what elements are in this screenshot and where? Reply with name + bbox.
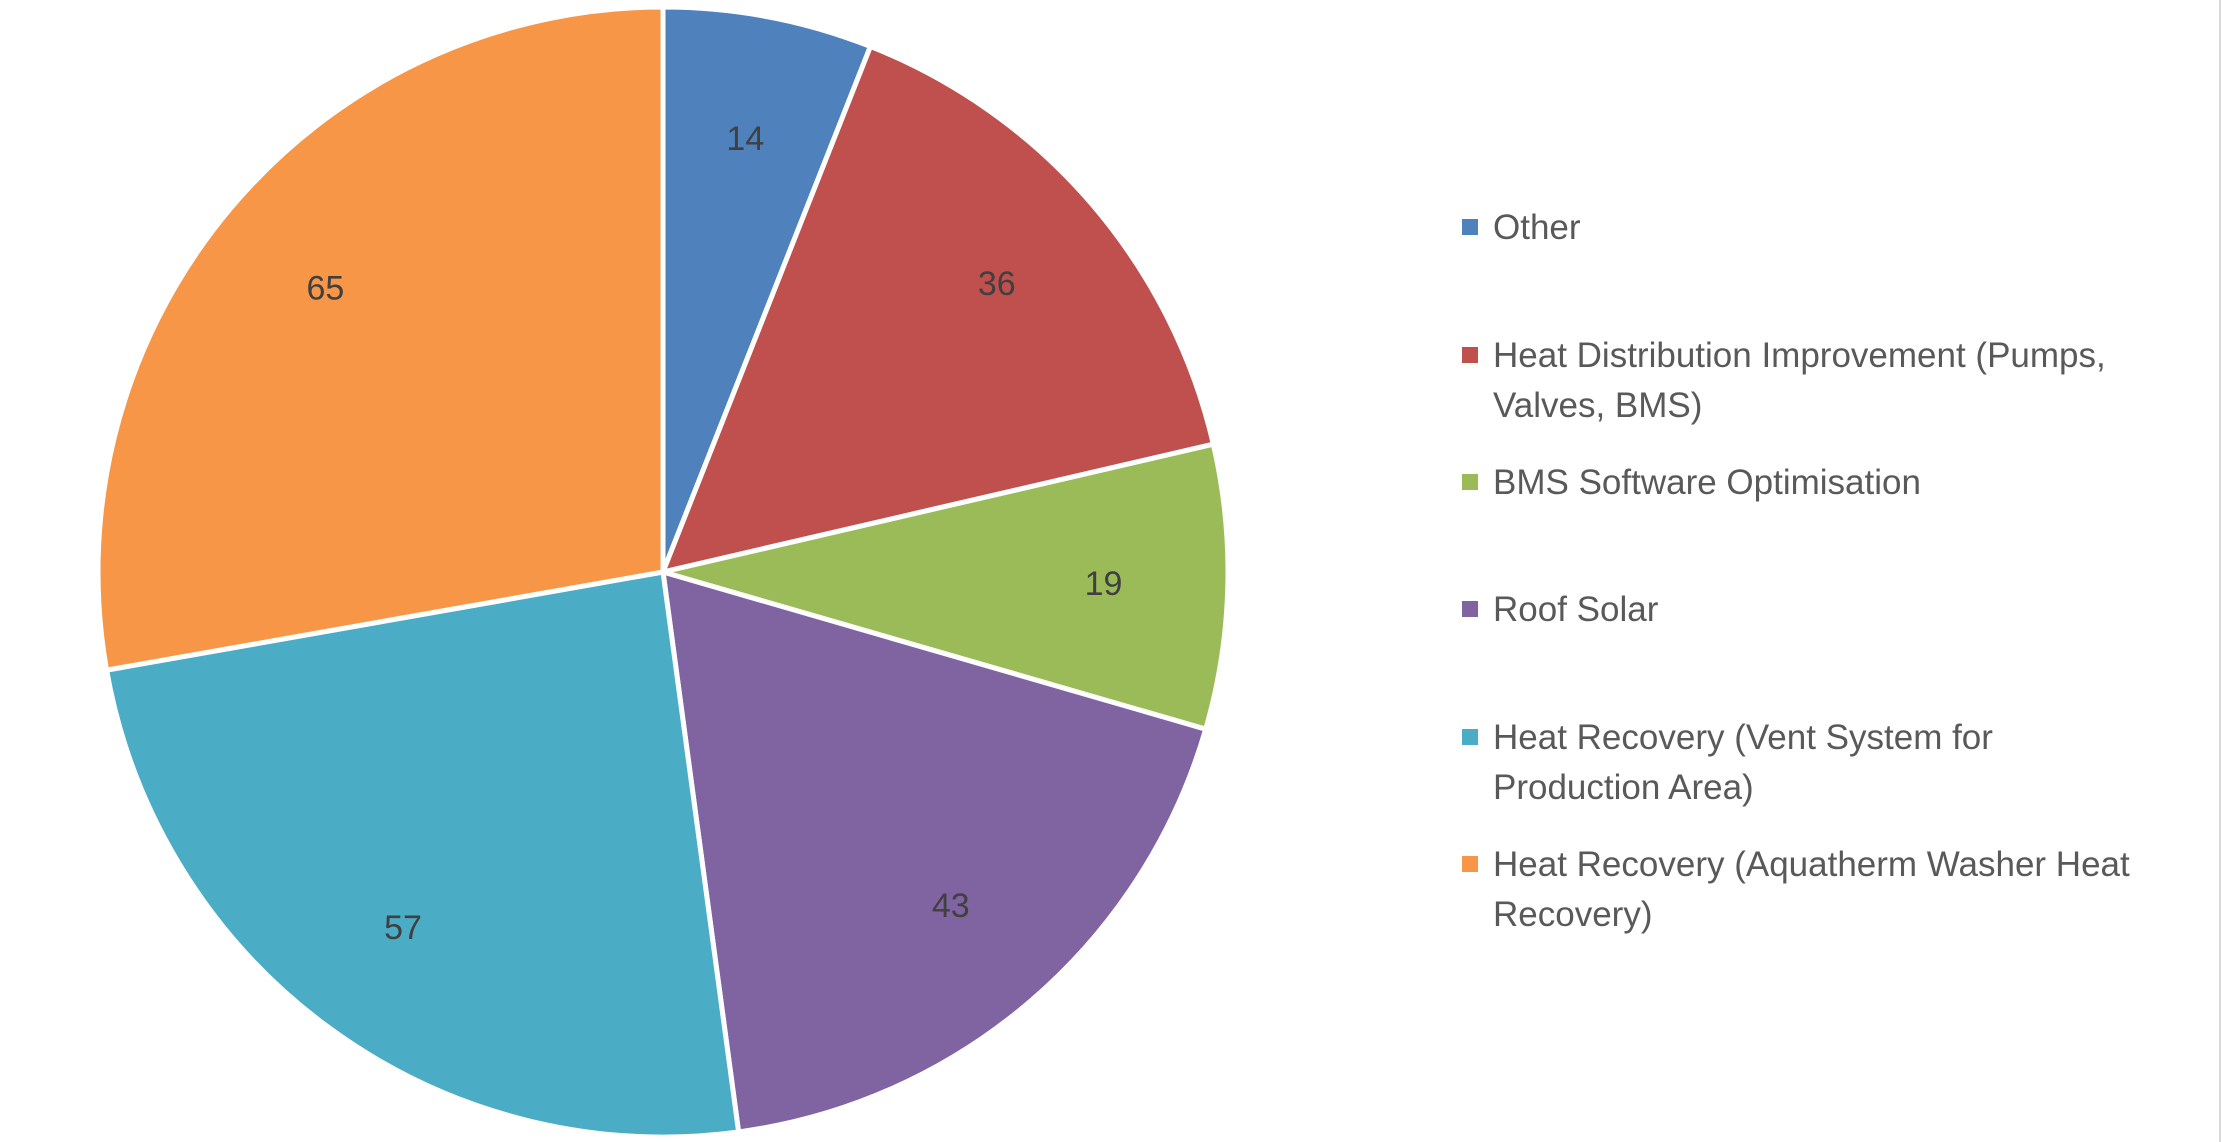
legend-label-line: Roof Solar bbox=[1493, 590, 1659, 629]
pie-data-labels: 14 36 19 43 57 65 bbox=[306, 120, 1122, 947]
legend-swatch bbox=[1462, 347, 1478, 363]
legend-label-line: Heat Distribution Improvement (Pumps, bbox=[1493, 336, 2106, 375]
pie-slice-roof-solar bbox=[660, 569, 1209, 1135]
pie-slice-heat-recovery-vent-system-for-production-area bbox=[104, 569, 742, 1140]
legend-swatch bbox=[1462, 856, 1478, 872]
pie-slice-other bbox=[660, 4, 873, 575]
legend-label: BMS Software Optimisation bbox=[1493, 458, 2193, 508]
chart-legend: Other Heat Distribution Improvement (Pump… bbox=[1460, 0, 2200, 1142]
data-label-heat-distribution-improvement-pumps-valves-bms: 36 bbox=[978, 265, 1016, 303]
data-label-heat-recovery-aquatherm-washer-heat-recovery: 65 bbox=[306, 270, 344, 308]
legend-swatch bbox=[1462, 601, 1478, 617]
legend-swatch bbox=[1462, 474, 1478, 490]
legend-label-line: Heat Recovery (Vent System for bbox=[1493, 718, 1993, 757]
legend-label-line: Heat Recovery (Aquatherm Washer Heat bbox=[1493, 845, 2130, 884]
chart-border bbox=[2219, 0, 2221, 1142]
pie-slices bbox=[95, 4, 1231, 1140]
data-label-other: 14 bbox=[726, 120, 764, 158]
legend-label: Heat Recovery (Vent System for Production… bbox=[1493, 713, 2193, 813]
legend-label-line: Production Area) bbox=[1493, 768, 1754, 807]
legend-swatch bbox=[1462, 729, 1478, 745]
data-label-heat-recovery-vent-system-for-production-area: 57 bbox=[384, 909, 422, 947]
legend-label-line: Valves, BMS) bbox=[1493, 386, 1703, 425]
data-label-bms-software-optimisation: 19 bbox=[1085, 565, 1123, 603]
pie-slice-heat-distribution-improvement-pumps-valves-bms bbox=[660, 43, 1216, 575]
legend-label: Heat Recovery (Aquatherm Washer Heat Reco… bbox=[1493, 840, 2193, 940]
legend-label-line: BMS Software Optimisation bbox=[1493, 463, 1921, 502]
legend-label: Heat Distribution Improvement (Pumps, Val… bbox=[1493, 331, 2193, 431]
pie-slice-bms-software-optimisation bbox=[660, 441, 1231, 732]
legend-label: Other bbox=[1493, 203, 2193, 253]
pie-plot: 14 36 19 43 57 65 bbox=[95, 4, 1231, 1140]
legend-label-line: Recovery) bbox=[1493, 895, 1653, 934]
pie-slice-heat-recovery-aquatherm-washer-heat-recovery bbox=[95, 4, 666, 673]
data-label-roof-solar: 43 bbox=[932, 887, 970, 925]
legend-swatch bbox=[1462, 219, 1478, 235]
legend-label-line: Other bbox=[1493, 208, 1581, 247]
legend-label: Roof Solar bbox=[1493, 585, 2193, 635]
